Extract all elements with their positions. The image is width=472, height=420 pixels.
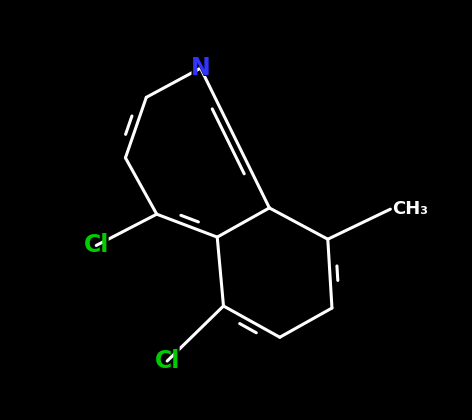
Text: N: N [191, 56, 211, 80]
Text: Cl: Cl [154, 349, 180, 373]
Text: Cl: Cl [84, 234, 109, 257]
Text: CH₃: CH₃ [392, 200, 429, 218]
Text: Cl: Cl [81, 231, 111, 260]
Text: CH₃: CH₃ [392, 199, 437, 219]
Text: N: N [189, 54, 212, 82]
Text: Cl: Cl [152, 347, 182, 375]
